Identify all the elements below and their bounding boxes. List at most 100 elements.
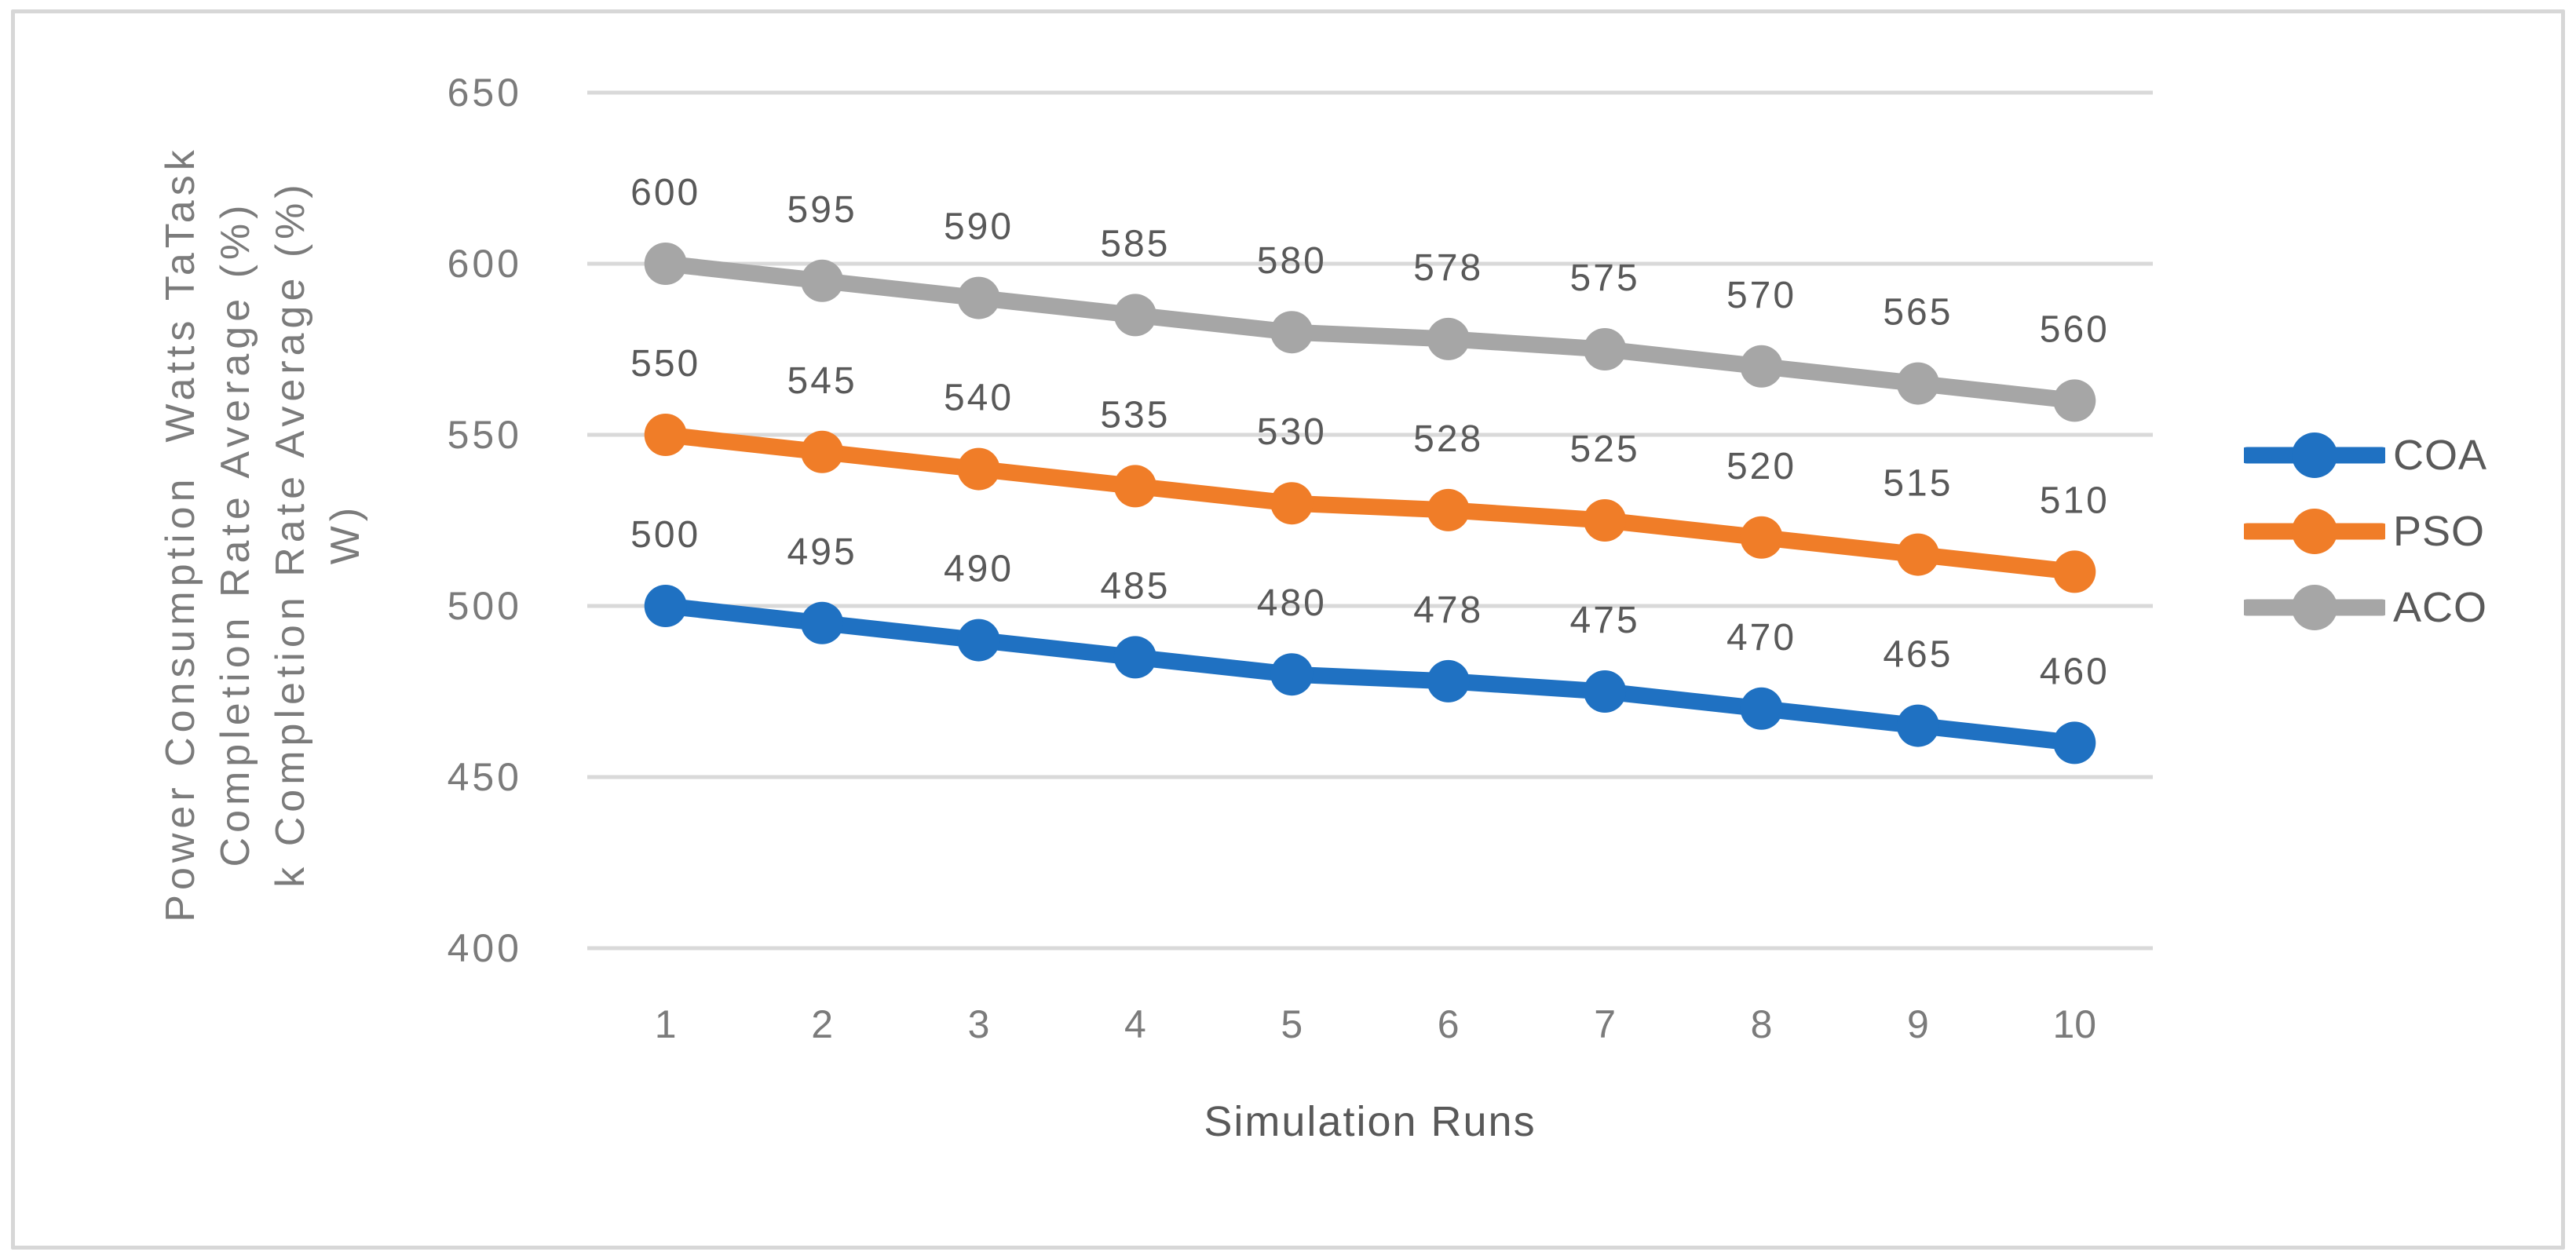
series-marker-COA <box>957 619 1000 662</box>
data-label: 540 <box>944 378 1014 419</box>
series-marker-PSO <box>1584 499 1627 542</box>
series-marker-PSO <box>1113 465 1156 508</box>
data-label: 578 <box>1413 247 1483 289</box>
legend-marker-coa-icon <box>2244 432 2385 478</box>
series-marker-PSO <box>644 414 687 456</box>
legend-label-aco: ACO <box>2393 584 2488 631</box>
figure-border <box>11 9 2565 1250</box>
x-tick-label: 7 <box>1594 1002 1616 1046</box>
data-label: 470 <box>1726 617 1796 659</box>
data-label: 600 <box>630 172 700 213</box>
series-marker-PSO <box>2053 550 2096 593</box>
series-line-COA <box>657 597 2083 751</box>
y-tick-label: 400 <box>448 926 522 970</box>
x-tick-label: 2 <box>811 1002 833 1046</box>
series-marker-COA <box>801 601 844 644</box>
data-label: 480 <box>1257 582 1327 624</box>
data-label: 580 <box>1257 240 1327 282</box>
data-label: 485 <box>1100 565 1170 607</box>
x-tick-label: 6 <box>1438 1002 1460 1046</box>
series-marker-COA <box>1740 687 1783 730</box>
series-marker-ACO <box>644 243 687 285</box>
legend-label-pso: PSO <box>2393 508 2486 555</box>
legend-label-coa: COA <box>2393 432 2488 479</box>
y-axis-tick-labels: 400 450 500 550 600 650 <box>448 71 522 970</box>
series-marker-ACO <box>1270 311 1314 354</box>
y-tick-label: 600 <box>448 242 522 286</box>
series-marker-ACO <box>957 276 1000 319</box>
data-label: 478 <box>1413 589 1483 631</box>
series-line-PSO <box>657 426 2083 580</box>
data-label: 535 <box>1100 394 1170 436</box>
data-label: 560 <box>2040 308 2110 350</box>
y-tick-label: 650 <box>448 71 522 115</box>
series-marker-PSO <box>1896 533 1939 576</box>
y-axis-title-line2: Completion Rate Average (%) <box>213 200 258 867</box>
series-marker-ACO <box>1896 362 1939 405</box>
legend-item-pso: PSO <box>2244 506 2487 557</box>
data-label: 545 <box>787 360 857 402</box>
data-label: 490 <box>944 549 1014 590</box>
series-marker-PSO <box>1427 488 1470 531</box>
series-marker-COA <box>1270 653 1314 696</box>
series-marker-COA <box>1896 704 1939 747</box>
legend-marker-aco-icon <box>2244 585 2385 630</box>
series-marker-PSO <box>957 447 1000 491</box>
data-labels-PSO: 550 545 540 535 530 528 525 520 515 510 <box>630 343 2110 521</box>
series-marker-PSO <box>1270 482 1314 525</box>
series-marker-PSO <box>801 430 844 473</box>
data-label: 460 <box>2040 651 2110 692</box>
x-axis-tick-labels: 1 2 3 4 5 6 7 8 9 10 <box>655 1002 2096 1046</box>
series-marker-ACO <box>1427 317 1470 360</box>
series-marker-ACO <box>2053 379 2096 422</box>
x-tick-label: 8 <box>1751 1002 1773 1046</box>
x-axis-title: Simulation Runs <box>1204 1098 1536 1145</box>
series-marker-ACO <box>1740 345 1783 388</box>
series-marker-COA <box>1427 659 1470 702</box>
series-COA <box>644 585 2096 765</box>
x-tick-label: 1 <box>655 1002 677 1046</box>
series-PSO <box>644 414 2096 593</box>
x-tick-label: 4 <box>1124 1002 1146 1046</box>
series-marker-COA <box>1113 636 1156 679</box>
data-label: 585 <box>1100 223 1170 265</box>
data-label: 530 <box>1257 411 1327 453</box>
series-marker-COA <box>1584 670 1627 713</box>
data-label: 565 <box>1883 292 1953 334</box>
data-label: 590 <box>944 206 1014 248</box>
x-tick-label: 5 <box>1281 1002 1303 1046</box>
data-label: 500 <box>630 514 700 556</box>
data-label: 525 <box>1570 429 1640 470</box>
data-label: 575 <box>1570 257 1640 299</box>
series-marker-PSO <box>1740 516 1783 559</box>
y-axis-title-line4: W) <box>323 502 368 565</box>
legend-item-aco: ACO <box>2244 582 2487 633</box>
gridlines <box>587 90 2153 951</box>
data-label: 465 <box>1883 634 1953 676</box>
series-ACO <box>644 243 2096 422</box>
series-marker-COA <box>2053 721 2096 765</box>
data-label: 510 <box>2040 480 2110 521</box>
series-marker-COA <box>644 585 687 627</box>
data-labels-ACO: 600 595 590 585 580 578 575 570 565 560 <box>630 172 2110 350</box>
y-tick-label: 450 <box>448 755 522 799</box>
series-marker-ACO <box>1584 328 1627 370</box>
x-tick-label: 9 <box>1907 1002 1929 1046</box>
y-axis-title-line3: k Completion Rate Average (%) <box>268 180 313 888</box>
series-marker-ACO <box>801 259 844 302</box>
series-marker-ACO <box>1113 294 1156 337</box>
data-label: 495 <box>787 531 857 573</box>
x-tick-label: 3 <box>968 1002 990 1046</box>
y-axis-title: Power Consumption Watts TaTask Completio… <box>153 47 381 1020</box>
legend-item-coa: COA <box>2244 430 2487 480</box>
y-axis-title-line1: Power Consumption Watts TaTask <box>158 145 203 922</box>
data-label: 570 <box>1726 275 1796 316</box>
data-label: 550 <box>630 343 700 385</box>
legend-marker-pso-icon <box>2244 509 2385 554</box>
legend: COA PSO ACO <box>2244 430 2487 633</box>
data-label: 528 <box>1413 418 1483 460</box>
y-tick-label: 500 <box>448 584 522 628</box>
y-tick-label: 550 <box>448 413 522 457</box>
